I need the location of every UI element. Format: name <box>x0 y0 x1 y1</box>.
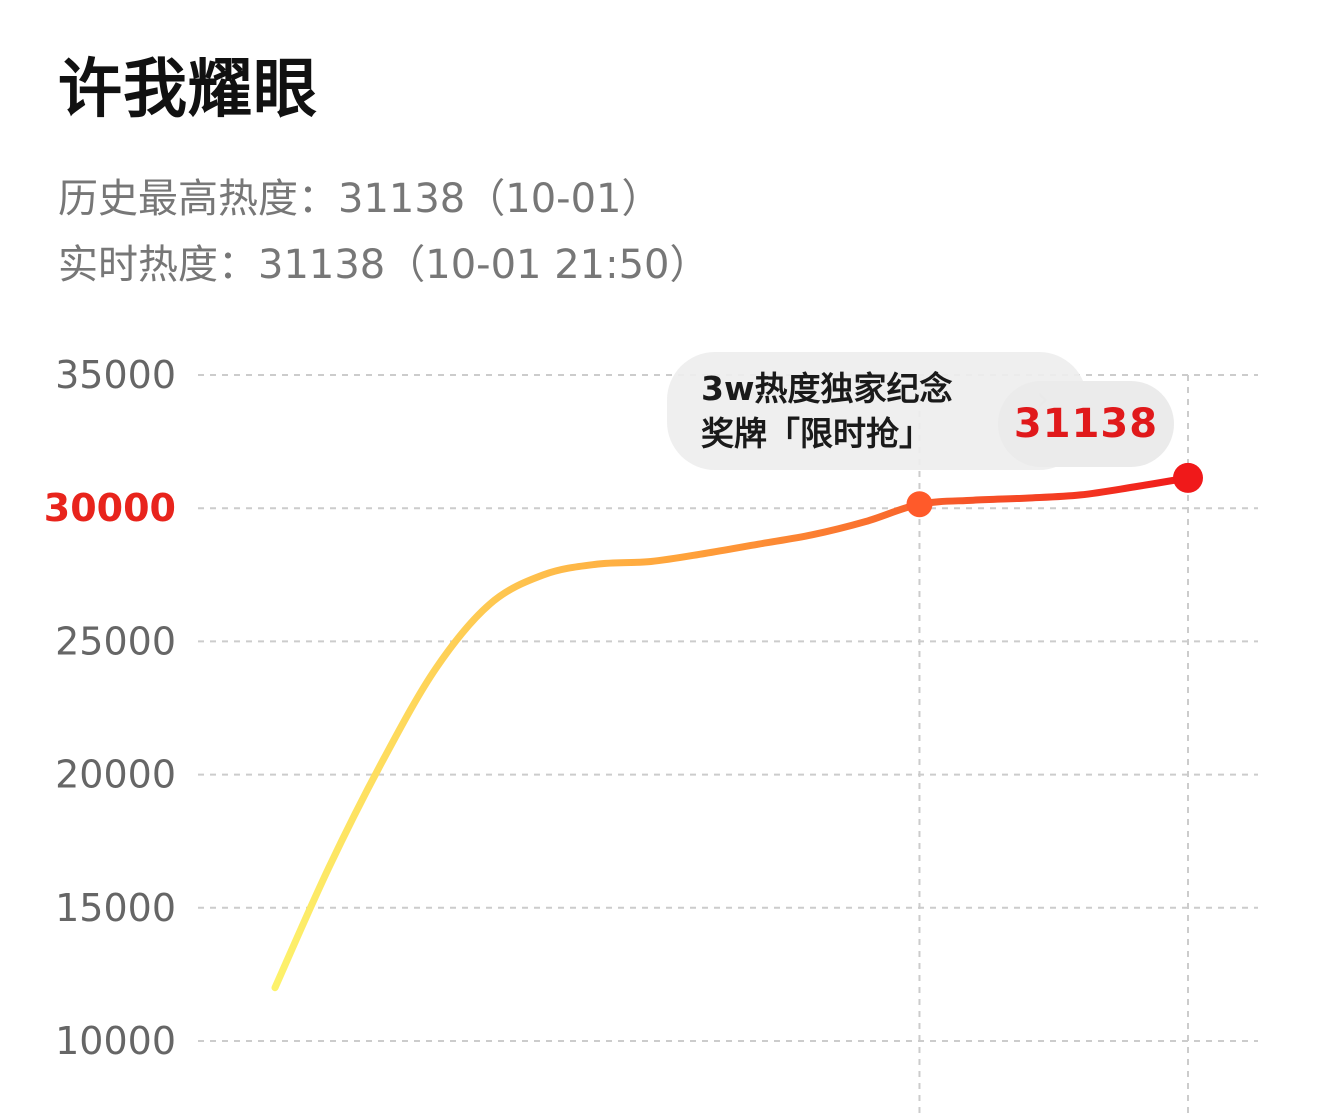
promo-text-line2: 奖牌「限时抢」 <box>701 414 932 453</box>
promo-text-line1: 3w热度独家纪念 <box>701 369 953 408</box>
series-line <box>271 474 1192 992</box>
y-tick-label-10000: 10000 <box>55 1019 176 1063</box>
marked-points <box>906 462 1203 518</box>
y-tick-label-30000: 30000 <box>44 486 176 530</box>
y-axis-ticks: 35000 30000 25000 20000 15000 10000 <box>44 353 176 1063</box>
peak-heat-line: 历史最高热度：31138（10-01） <box>58 176 662 222</box>
y-tick-label-20000: 20000 <box>55 753 176 797</box>
promo-text: 3w热度独家纪念 奖牌「限时抢」 <box>701 366 991 456</box>
page-title: 许我耀眼 <box>58 53 318 127</box>
data-point-1[interactable] <box>1173 462 1203 493</box>
y-tick-label-25000: 25000 <box>55 619 176 663</box>
realtime-heat-line: 实时热度：31138（10-01 21:50） <box>58 242 710 288</box>
y-tick-label-35000: 35000 <box>55 353 176 397</box>
grid-lines <box>198 374 1258 1042</box>
current-value-badge: 31138 <box>998 381 1174 467</box>
data-point-0[interactable] <box>906 491 933 518</box>
y-tick-label-15000: 15000 <box>55 886 176 930</box>
